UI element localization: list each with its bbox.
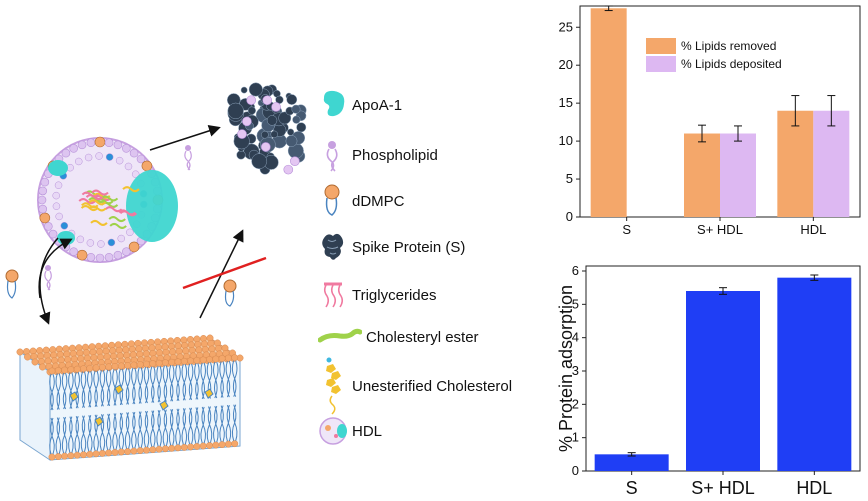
bar <box>590 8 627 218</box>
y-tick-label: 6 <box>572 263 579 278</box>
y-tick-label: 20 <box>559 57 573 72</box>
y-axis-label: % Protein adsorption <box>556 285 576 452</box>
x-tick-label: S <box>626 478 638 498</box>
ddmpc-icon <box>324 184 340 216</box>
x-tick-label: S+ HDL <box>697 222 743 237</box>
unesterified-cholesterol-icon <box>326 357 341 415</box>
ddmpc-icon <box>5 269 19 299</box>
ddmpc-icon <box>223 279 237 307</box>
legend-item-phospholipid: Phospholipid <box>318 138 438 172</box>
y-tick-label: 0 <box>566 209 573 224</box>
legend-item-apoa1: ApoA-1 <box>318 88 402 122</box>
x-tick-label: HDL <box>796 478 832 498</box>
bar <box>777 110 814 217</box>
y-tick-label: 25 <box>559 19 573 34</box>
legend-swatch <box>646 38 676 54</box>
x-tick-label: S <box>622 222 631 237</box>
bar <box>686 291 760 471</box>
bar <box>684 133 720 217</box>
legend-item-hdl: HDL <box>318 414 382 448</box>
legend-label: % Lipids deposited <box>681 57 782 71</box>
bar <box>720 133 756 217</box>
component-legend: ApoA-1 Phospholipid dDMPC Spike Protein … <box>318 0 548 501</box>
phospholipid-icon <box>184 145 192 171</box>
y-tick-label: 5 <box>566 171 573 186</box>
phospholipid-icon <box>326 141 338 172</box>
bar <box>777 277 852 471</box>
y-tick-label: 3 <box>572 363 579 378</box>
blocked-marker <box>182 256 267 290</box>
y-tick-label: 0 <box>572 463 579 478</box>
bar <box>594 454 669 471</box>
phospholipid-icon <box>44 265 52 291</box>
protein-adsorption-chart: 0 1 2 3 4 5 6 % Protein adsorption S S+ HDL HDL <box>556 263 861 498</box>
spike-protein-icon <box>322 233 344 260</box>
cholesteryl-ester-icon <box>318 328 362 343</box>
legend-item-triglycerides: Triglycerides <box>318 278 436 312</box>
triglyceride-icon <box>323 282 344 308</box>
bar <box>813 110 850 217</box>
lipid-bilayer-membrane <box>16 334 244 461</box>
legend-item-spike-protein: Spike Protein (S) <box>318 230 465 264</box>
hdl-icon <box>319 417 347 445</box>
y-tick-label: 1 <box>572 430 579 445</box>
x-tick-label: HDL <box>800 222 826 237</box>
schematic-illustration <box>5 82 307 461</box>
y-tick-label: 4 <box>572 330 579 345</box>
y-tick-label: 10 <box>559 133 573 148</box>
legend-item-unesterified-cholesterol: Unesterified Cholesterol <box>318 356 512 416</box>
legend-item-cholesteryl-ester: Cholesteryl ester <box>318 320 479 354</box>
spike-protein-structure <box>227 82 307 175</box>
legend-label: % Lipids removed <box>681 39 776 53</box>
legend-item-ddmpc: dDMPC <box>318 184 405 218</box>
y-tick-label: 15 <box>559 95 573 110</box>
y-tick-label: 2 <box>572 396 579 411</box>
lipid-exchange-chart: 0 5 10 15 20 25 S S+ HDL HDL % Lipids removed % Li… <box>559 5 861 237</box>
y-tick-label: 5 <box>572 296 579 311</box>
apoa1-icon <box>323 90 345 117</box>
x-tick-label: S+ HDL <box>691 478 755 498</box>
hdl-particle <box>37 136 178 263</box>
legend-swatch <box>646 56 676 72</box>
